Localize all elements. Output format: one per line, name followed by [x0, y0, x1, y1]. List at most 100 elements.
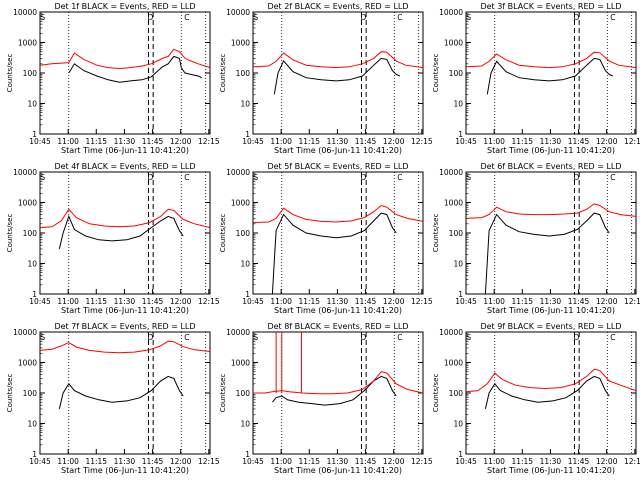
y-tick-label: 1000	[231, 199, 250, 208]
y-tick-label: 100	[236, 229, 251, 238]
x-tick-label: 10:45	[242, 457, 264, 466]
x-tick-label: 12:15	[411, 137, 433, 146]
interval-marker-label: C	[610, 13, 615, 22]
series-events-line	[272, 375, 397, 406]
x-tick-label: 11:00	[57, 457, 79, 466]
y-tick-label: 1000	[231, 359, 250, 368]
x-tick-label: 11:00	[57, 297, 79, 306]
y-tick-label: 100	[23, 69, 38, 78]
y-axis-label: Counts/sec	[432, 214, 440, 253]
panel-title: Det 2f BLACK = Events, RED = LLD	[267, 2, 408, 11]
y-axis-label: Counts/sec	[432, 54, 440, 93]
y-tick-label: 100	[23, 229, 38, 238]
panel-8: Det 8f BLACK = Events, RED = LLD 1 10 100 10…	[219, 322, 433, 475]
x-axis-label: Start Time (06-Jun-11 10:41:20)	[274, 146, 402, 155]
interval-marker-label: S	[40, 13, 45, 22]
y-tick-label: 10	[240, 100, 250, 109]
x-tick-label: 10:45	[455, 137, 477, 146]
panel-title: Det 1f BLACK = Events, RED = LLD	[54, 2, 195, 11]
x-tick-label: 11:45	[142, 457, 164, 466]
x-tick-label: 12:15	[624, 297, 640, 306]
interval-marker-label: S	[40, 333, 45, 342]
y-axis-label: Counts/sec	[6, 54, 14, 93]
x-tick-label: 11:00	[270, 137, 292, 146]
x-axis-label: Start Time (06-Jun-11 10:41:20)	[487, 466, 615, 475]
panel-title: Det 7f BLACK = Events, RED = LLD	[54, 322, 195, 331]
x-axis-label: Start Time (06-Jun-11 10:41:20)	[487, 306, 615, 315]
x-axis-label: Start Time (06-Jun-11 10:41:20)	[487, 146, 615, 155]
interval-marker-label: S	[40, 173, 45, 182]
interval-marker-label: C	[184, 333, 189, 342]
series-events-line	[273, 57, 401, 95]
interval-marker-label: D	[573, 333, 579, 342]
interval-marker-label: C	[610, 173, 615, 182]
y-tick-label: 10000	[226, 8, 250, 17]
y-tick-label: 1	[245, 450, 250, 459]
y-tick-label: 10	[453, 260, 463, 269]
x-tick-label: 10:45	[242, 137, 264, 146]
interval-marker-label: S	[253, 173, 258, 182]
y-tick-label: 1	[458, 290, 463, 299]
series-lld-line	[465, 51, 637, 69]
interval-marker-label: D	[147, 333, 153, 342]
y-tick-label: 10000	[226, 168, 250, 177]
panel-title: Det 6f BLACK = Events, RED = LLD	[480, 162, 621, 171]
y-tick-label: 10	[27, 100, 37, 109]
x-tick-label: 12:00	[383, 457, 405, 466]
series-lld-line	[252, 51, 424, 69]
x-tick-label: 12:00	[170, 457, 192, 466]
x-tick-label: 11:45	[355, 297, 377, 306]
x-tick-label: 12:00	[596, 297, 618, 306]
y-tick-label: 10	[27, 260, 37, 269]
panel-9: Det 9f BLACK = Events, RED = LLD 1 10 100 10…	[432, 322, 640, 475]
x-tick-label: 11:15	[298, 297, 320, 306]
x-tick-label: 11:45	[568, 297, 590, 306]
interval-marker-label: D	[360, 173, 366, 182]
y-tick-label: 100	[449, 229, 464, 238]
interval-marker-label: C	[397, 173, 402, 182]
x-axis-label: Start Time (06-Jun-11 10:41:20)	[61, 146, 189, 155]
y-tick-label: 10000	[13, 8, 37, 17]
x-tick-label: 12:15	[411, 297, 433, 306]
series-events-line	[271, 212, 397, 295]
x-tick-label: 10:45	[29, 137, 51, 146]
x-tick-label: 11:30	[114, 297, 136, 306]
y-tick-label: 1	[458, 450, 463, 459]
interval-marker-label: C	[184, 13, 189, 22]
y-tick-label: 100	[449, 69, 464, 78]
x-tick-label: 10:45	[455, 297, 477, 306]
x-tick-label: 12:00	[596, 137, 618, 146]
interval-marker-label: C	[610, 333, 615, 342]
x-tick-label: 11:15	[85, 137, 107, 146]
x-tick-label: 11:30	[540, 297, 562, 306]
x-tick-label: 10:45	[29, 297, 51, 306]
x-tick-label: 12:00	[170, 297, 192, 306]
y-tick-label: 10000	[439, 168, 463, 177]
x-tick-label: 11:15	[511, 137, 533, 146]
y-tick-label: 1000	[18, 39, 37, 48]
y-axis-label: Counts/sec	[6, 214, 14, 253]
interval-marker-label: D	[573, 173, 579, 182]
y-tick-label: 1000	[444, 359, 463, 368]
interval-marker-label: S	[253, 13, 258, 22]
x-tick-label: 11:45	[355, 457, 377, 466]
y-tick-label: 10	[240, 420, 250, 429]
panel-title: Det 5f BLACK = Events, RED = LLD	[267, 162, 408, 171]
y-tick-label: 1	[32, 450, 37, 459]
interval-marker-label: D	[573, 13, 579, 22]
interval-marker-label: C	[397, 333, 402, 342]
x-tick-label: 11:15	[298, 457, 320, 466]
y-tick-label: 10000	[13, 328, 37, 337]
interval-marker-label: D	[147, 13, 153, 22]
x-tick-label: 11:00	[483, 457, 505, 466]
panel-4: Det 4f BLACK = Events, RED = LLD 1 10 100 10…	[6, 162, 220, 315]
x-tick-label: 11:45	[142, 297, 164, 306]
x-tick-label: 11:30	[327, 297, 349, 306]
y-tick-label: 1000	[444, 199, 463, 208]
y-tick-label: 1000	[18, 359, 37, 368]
y-tick-label: 100	[23, 389, 38, 398]
y-axis-label: Counts/sec	[219, 214, 227, 253]
series-events-line	[486, 57, 614, 95]
x-tick-label: 11:00	[483, 297, 505, 306]
